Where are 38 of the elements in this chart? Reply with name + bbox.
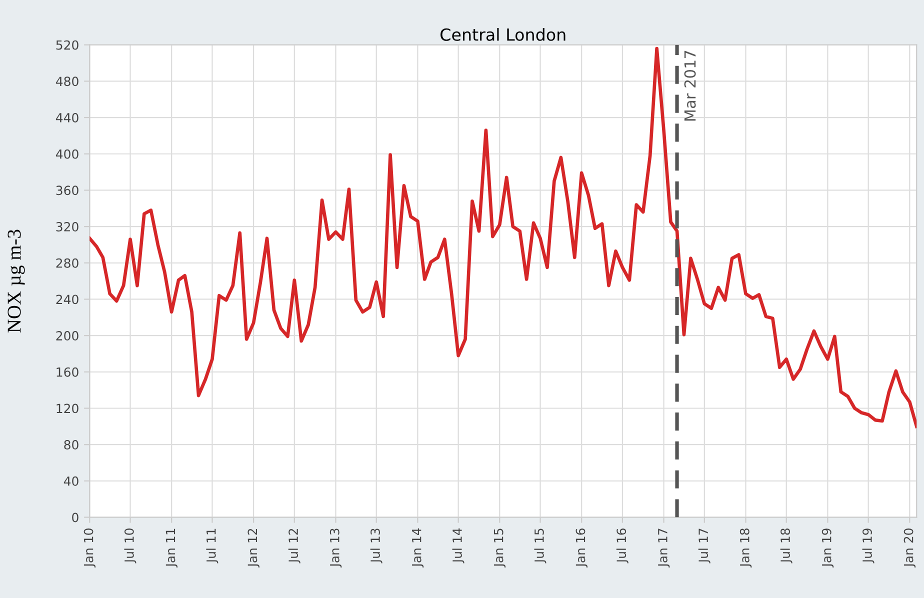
x-tick-label: Jul 14 (452, 528, 464, 564)
x-tick-label: Jul 19 (862, 528, 874, 564)
y-tick-label: 400 (56, 149, 78, 159)
x-tick-label: Jan 17 (658, 528, 670, 568)
y-tick-label: 160 (56, 367, 78, 377)
x-tick-label: Jan 13 (330, 528, 342, 568)
x-tick-label: Jul 18 (780, 528, 792, 564)
y-tick-label: 200 (56, 331, 78, 340)
x-tick-label: Jan 11 (166, 528, 178, 568)
y-tick-label: 360 (56, 186, 78, 196)
x-tick-label: Jul 15 (534, 528, 546, 564)
x-tick-label: Jan 12 (248, 528, 260, 568)
x-tick-label: Jan 20 (904, 528, 916, 568)
x-tick-label: Jul 10 (124, 528, 136, 564)
y-tick-label: 520 (56, 40, 78, 50)
y-axis-title: NOX µg m-3 (8, 230, 25, 333)
x-tick-label: Jan 16 (576, 528, 588, 568)
x-tick-label: Jan 19 (822, 528, 834, 568)
x-tick-label: Jul 13 (370, 528, 382, 564)
y-tick-label: 440 (56, 113, 78, 122)
y-tick-label: 280 (56, 258, 78, 268)
y-tick-label: 40 (64, 476, 78, 486)
x-tick-label: Jul 11 (206, 528, 218, 564)
x-tick-label: Jul 16 (616, 528, 628, 564)
chart-title: Central London (440, 28, 566, 41)
y-tick-label: 80 (64, 440, 78, 450)
ref-line-label: Mar 2017 (684, 50, 696, 121)
y-tick-label: 240 (56, 294, 78, 304)
y-tick-label: 320 (56, 222, 78, 232)
x-tick-label: Jul 12 (288, 528, 300, 564)
x-tick-label: Jul 17 (698, 528, 710, 564)
x-tick-label: Jan 15 (494, 528, 506, 568)
y-tick-label: 120 (56, 404, 78, 414)
x-tick-label: Jan 18 (740, 528, 752, 568)
x-tick-label: Jan 10 (84, 528, 96, 568)
y-tick-label: 0 (72, 512, 78, 522)
y-tick-label: 480 (56, 76, 78, 86)
x-tick-label: Jan 14 (412, 528, 424, 568)
